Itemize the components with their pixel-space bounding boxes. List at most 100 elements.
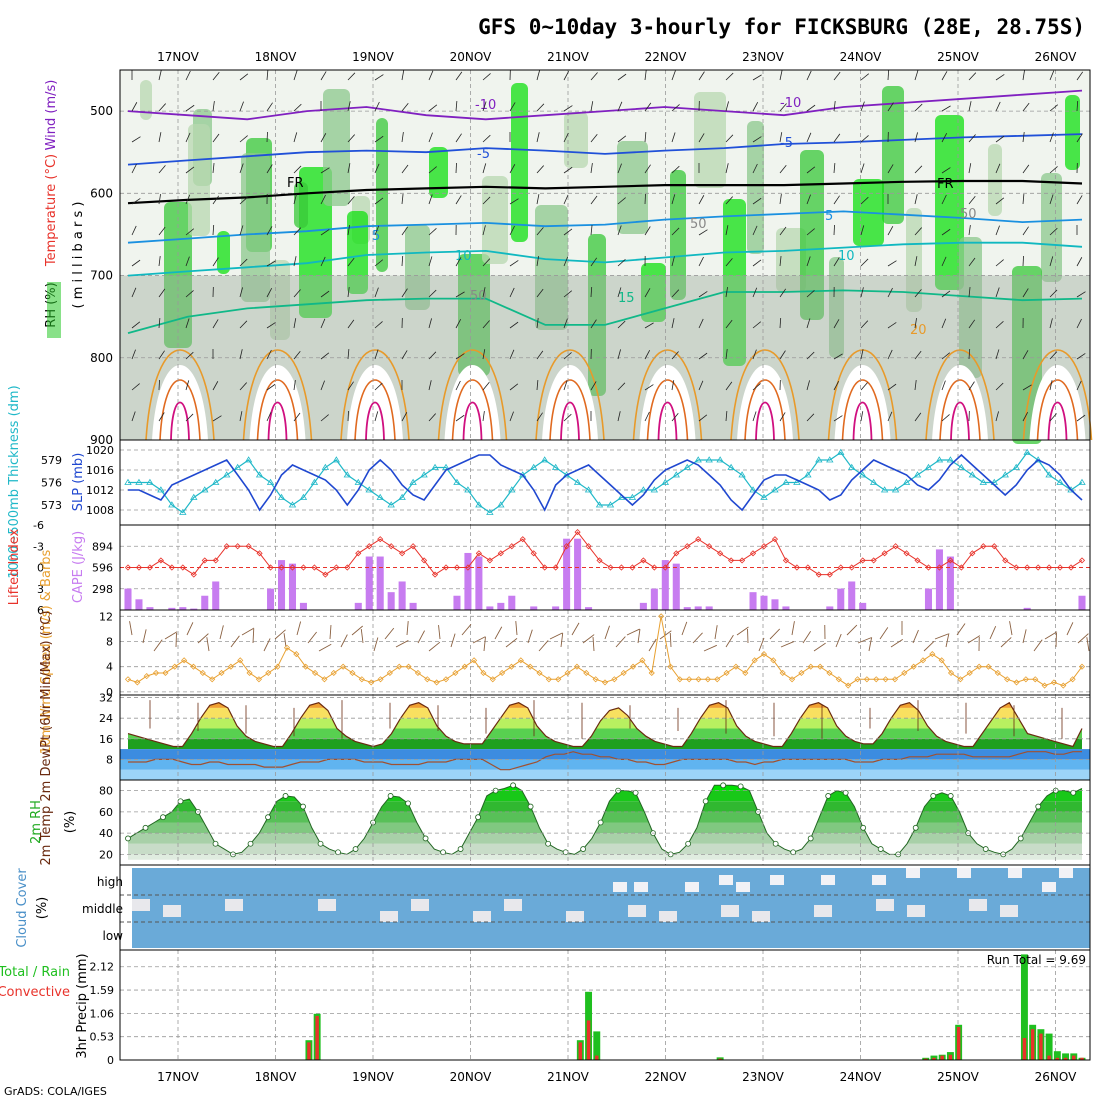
surface-wind-barb	[373, 637, 379, 652]
precip-convective-bar	[1072, 1055, 1076, 1060]
thickness-marker	[694, 456, 702, 463]
wind-barb	[914, 132, 918, 143]
precip-convective-bar	[1080, 1057, 1084, 1060]
surface-wind-barb	[252, 628, 255, 644]
thickness-marker	[738, 471, 746, 478]
wind-barb	[1049, 166, 1058, 174]
cape-bar	[168, 607, 176, 610]
temperature-label: Temperature (°C)	[44, 154, 59, 267]
rh-marker	[142, 824, 149, 831]
wind-barb	[563, 352, 572, 360]
wind-speed-marker	[545, 676, 552, 683]
wind-speed-marker	[227, 663, 234, 670]
cape-bar	[837, 588, 845, 610]
surface-wind-barb	[340, 634, 348, 648]
thickness-marker	[639, 486, 648, 493]
wind-barb	[482, 196, 491, 205]
wind-barb	[293, 103, 302, 112]
wind-barb	[482, 225, 486, 236]
pressure-tick: 700	[90, 269, 113, 283]
wind-speed-marker	[555, 676, 562, 683]
wind-barb	[833, 415, 843, 422]
wind-barb	[1022, 70, 1025, 81]
wind-barb	[968, 381, 975, 391]
surface-wind-barb	[989, 626, 997, 640]
precip-panel: 0 0.53 1.06 1.59 2.12 Run Total = 9.69 Total /…	[0, 949, 1091, 1067]
wind-barb	[320, 194, 326, 205]
cape-bar	[475, 556, 483, 610]
wind-barb	[428, 194, 433, 205]
wind-barb	[455, 318, 462, 329]
rh-shading	[405, 225, 430, 310]
slp-tick: 1020	[86, 444, 114, 457]
wind-barb	[239, 197, 248, 205]
wind-barb	[185, 318, 190, 329]
wind-barb	[131, 383, 140, 391]
wind-barb	[347, 196, 355, 205]
wind-barb	[941, 380, 946, 391]
thickness-marker	[957, 463, 966, 470]
wind-barb	[833, 380, 840, 391]
wind-barb	[455, 380, 461, 391]
cape-bar	[398, 581, 406, 610]
cloud-gap	[504, 899, 522, 911]
wind-barb	[698, 71, 705, 81]
surface-wind-barb	[890, 638, 903, 648]
wind-barb	[995, 101, 1001, 112]
precip-tick: 2.12	[90, 961, 115, 974]
li-tick: 0	[37, 562, 44, 575]
pressure-tick: 900	[90, 433, 113, 447]
wind-barb	[806, 228, 815, 236]
wind-barb	[131, 349, 136, 360]
wind-barb	[644, 132, 647, 143]
wind-barb	[725, 72, 734, 81]
wind-speed-marker	[573, 663, 581, 670]
cape-bar	[277, 560, 286, 610]
thickness-marker	[168, 501, 176, 508]
cloud-gap	[1059, 868, 1073, 878]
cape-bar	[267, 588, 275, 610]
wind-barb	[914, 380, 917, 391]
wind-barb	[536, 256, 539, 267]
surface-wind-barb	[923, 640, 935, 652]
li-marker	[815, 571, 822, 578]
wind-speed-marker	[929, 651, 936, 658]
wind-barb	[995, 74, 1005, 81]
li-marker	[695, 536, 702, 543]
wind-barb	[806, 166, 816, 174]
li-marker	[333, 564, 340, 571]
cloud-gap	[814, 905, 832, 917]
wind-barb	[941, 414, 950, 422]
wind-speed-marker	[947, 669, 955, 677]
pressure-units-label: ( m i l l i b a r s )	[71, 202, 86, 309]
wind-barb	[914, 70, 919, 81]
wind-barb	[266, 383, 276, 391]
wind-barb	[1049, 194, 1054, 205]
wind-barb	[185, 290, 194, 298]
isotherm-20	[730, 349, 800, 441]
wind-barb	[158, 70, 162, 81]
wind-barb	[563, 228, 573, 236]
wind-barb	[482, 101, 487, 112]
wind-barb	[374, 101, 380, 112]
thickness-marker	[902, 478, 911, 485]
wind-speed-marker	[461, 663, 468, 670]
li-marker	[146, 564, 153, 571]
wind-barb	[914, 289, 922, 298]
wind-barb	[590, 381, 597, 391]
wind-barb	[725, 134, 734, 143]
surface-wind-barb	[758, 637, 765, 652]
wind-barb	[158, 194, 161, 205]
rh-marker	[580, 846, 587, 852]
wind-barb	[941, 256, 947, 267]
wind-barb	[806, 70, 812, 81]
thickness-marker	[124, 478, 132, 485]
rh-shading	[935, 115, 964, 290]
thickness-marker	[540, 456, 549, 463]
thickness-marker	[672, 471, 680, 478]
wind-barb	[671, 289, 680, 298]
li-marker	[322, 571, 329, 578]
wind-barb	[266, 260, 276, 267]
wind-barb	[428, 70, 434, 81]
surface-wind-barb	[813, 642, 826, 652]
